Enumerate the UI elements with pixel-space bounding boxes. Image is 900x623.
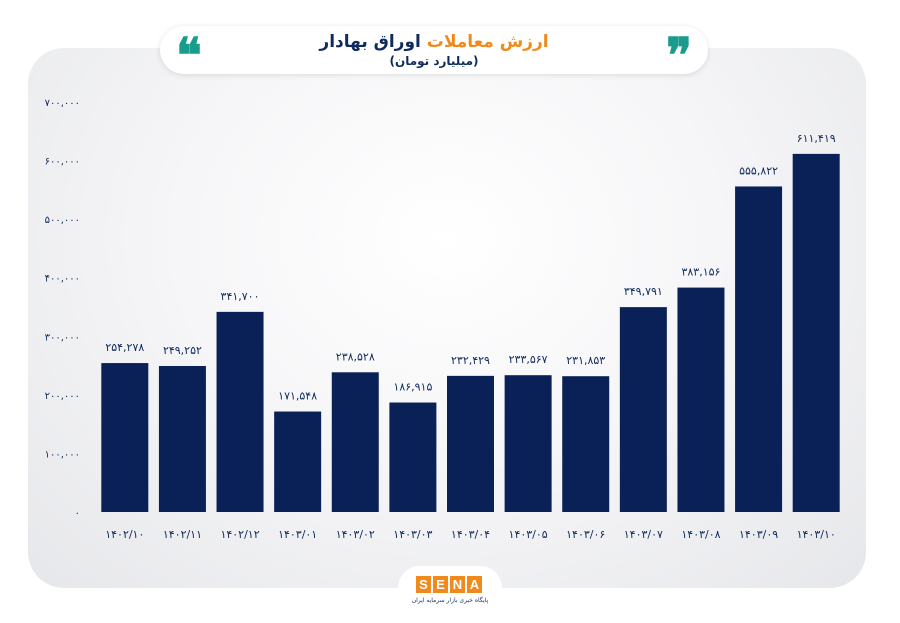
bar (504, 375, 552, 512)
y-tick-label: ۶۰۰,۰۰۰ (45, 157, 80, 168)
bar-value-label: ۶۱۱,۴۱۹ (797, 132, 836, 145)
x-tick-label: ۱۴۰۳/۰۹ (739, 528, 778, 541)
bar-value-label: ۲۵۴,۲۷۸ (105, 341, 144, 354)
bar-value-label: ۱۷۱,۵۴۸ (278, 390, 317, 403)
sena-logo-letter: A (467, 576, 482, 593)
x-tick-label: ۱۴۰۳/۰۸ (681, 528, 720, 541)
y-tick-label: ۴۰۰,۰۰۰ (45, 274, 80, 285)
bar-value-label: ۲۳۸,۵۲۸ (336, 350, 375, 363)
x-tick-label: ۱۴۰۳/۰۲ (336, 528, 375, 541)
bar (562, 376, 610, 512)
x-tick-label: ۱۴۰۳/۰۴ (451, 528, 490, 541)
y-tick-label: ۳۰۰,۰۰۰ (45, 332, 80, 343)
sena-logo-letter: S (416, 576, 431, 593)
bar (158, 366, 206, 512)
sena-logo-letter: N (450, 576, 465, 593)
x-tick-label: ۱۴۰۲/۱۰ (105, 528, 144, 541)
bar (792, 153, 840, 512)
bar (101, 363, 149, 512)
bar (447, 375, 494, 512)
quote-open-icon: ❝ (176, 28, 202, 84)
bar-value-label: ۲۳۱,۸۵۳ (566, 354, 605, 367)
bar (274, 411, 322, 512)
chart-title-main: اوراق بهادار (319, 32, 421, 52)
bar-value-label: ۲۴۹,۲۵۲ (163, 344, 202, 357)
x-tick-label: ۱۴۰۳/۱۰ (797, 528, 836, 541)
x-tick-label: ۱۴۰۳/۰۳ (393, 528, 432, 541)
bar-value-label: ۲۳۲,۴۲۹ (451, 354, 490, 367)
y-tick-label: ۵۰۰,۰۰۰ (45, 215, 80, 226)
x-tick-label: ۱۴۰۳/۰۶ (566, 528, 605, 541)
sena-logo-letter: E (433, 576, 448, 593)
sena-logo-tagline: پایگاه خبری بازار سرمایه ایران (411, 597, 489, 604)
x-tick-label: ۱۴۰۲/۱۱ (163, 528, 202, 541)
bar (735, 186, 783, 512)
chart-title: ارزش معاملات اوراق بهادار (160, 32, 708, 52)
chart-title-accent: ارزش معاملات (426, 32, 549, 52)
x-tick-label: ۱۴۰۳/۰۱ (278, 528, 317, 541)
bar-value-label: ۵۵۵,۸۲۲ (739, 164, 778, 177)
quote-close-icon: ❞ (666, 28, 692, 84)
bar-value-label: ۱۸۶,۹۱۵ (393, 381, 432, 394)
x-tick-label: ۱۴۰۲/۱۲ (220, 528, 259, 541)
x-tick-label: ۱۴۰۳/۰۵ (509, 528, 548, 541)
bar-value-label: ۳۸۳,۱۵۶ (681, 266, 720, 279)
bar (619, 307, 667, 512)
bar (389, 402, 437, 512)
bar (331, 372, 379, 512)
y-tick-label: ۰ (75, 508, 80, 519)
bar-value-label: ۳۴۱,۷۰۰ (221, 290, 260, 303)
y-tick-label: ۲۰۰,۰۰۰ (45, 391, 80, 402)
title-banner: ❝ ارزش معاملات اوراق بهادار (میلیارد توم… (160, 26, 708, 80)
bar-value-label: ۳۴۹,۷۹۱ (624, 285, 663, 298)
x-tick-label: ۱۴۰۳/۰۷ (624, 528, 663, 541)
chart-subtitle: (میلیارد تومان) (389, 54, 479, 68)
bar (677, 287, 725, 512)
y-tick-label: ۱۰۰,۰۰۰ (45, 449, 80, 460)
y-tick-label: ۷۰۰,۰۰۰ (45, 98, 80, 109)
bar-value-label: ۲۳۳,۵۶۷ (509, 353, 548, 366)
bar (216, 311, 264, 512)
